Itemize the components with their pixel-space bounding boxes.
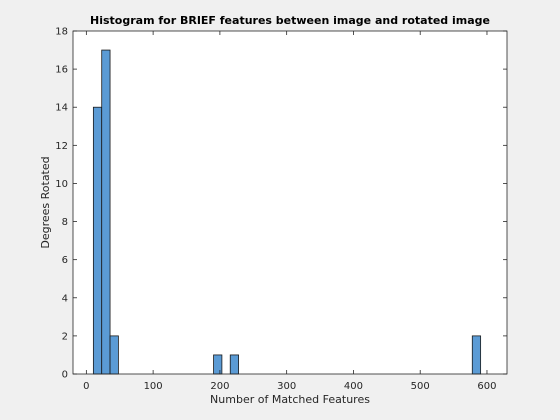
histogram-bar <box>109 335 119 375</box>
chart-title: Histogram for BRIEF features between ima… <box>90 14 490 27</box>
histogram-bar <box>101 49 111 375</box>
histogram-bar <box>213 354 223 375</box>
y-tick-label: 18 <box>55 27 68 38</box>
y-axis-label: Degrees Rotated <box>39 156 52 248</box>
y-tick-label: 16 <box>55 65 68 76</box>
y-tick-label: 0 <box>62 370 68 381</box>
ticks-layer: 0 100 200 300 400 500 600 0 2 4 6 8 10 12 14 16 18 <box>55 27 507 392</box>
x-tick-label: 100 <box>144 381 163 392</box>
axes-layer <box>72 30 508 375</box>
y-tick-label: 2 <box>62 331 68 342</box>
histogram-bar <box>471 335 482 375</box>
histogram-bar <box>92 106 103 375</box>
axes-box <box>72 30 508 375</box>
plot-area <box>73 31 507 374</box>
x-tick-label: 400 <box>344 381 363 392</box>
y-tick-label: 10 <box>55 179 68 190</box>
y-tick-label: 6 <box>62 255 68 266</box>
x-tick-label: 0 <box>83 381 89 392</box>
y-tick-label: 8 <box>62 217 68 228</box>
y-tick-label: 14 <box>55 103 68 114</box>
x-tick-label: 500 <box>411 381 430 392</box>
x-tick-label: 200 <box>210 381 229 392</box>
x-tick-label: 600 <box>477 381 496 392</box>
x-axis-label: Number of Matched Features <box>210 393 370 406</box>
y-tick-label: 12 <box>55 141 68 152</box>
x-tick-label: 300 <box>277 381 296 392</box>
histogram-bar <box>229 354 239 375</box>
y-tick-label: 4 <box>62 293 68 304</box>
